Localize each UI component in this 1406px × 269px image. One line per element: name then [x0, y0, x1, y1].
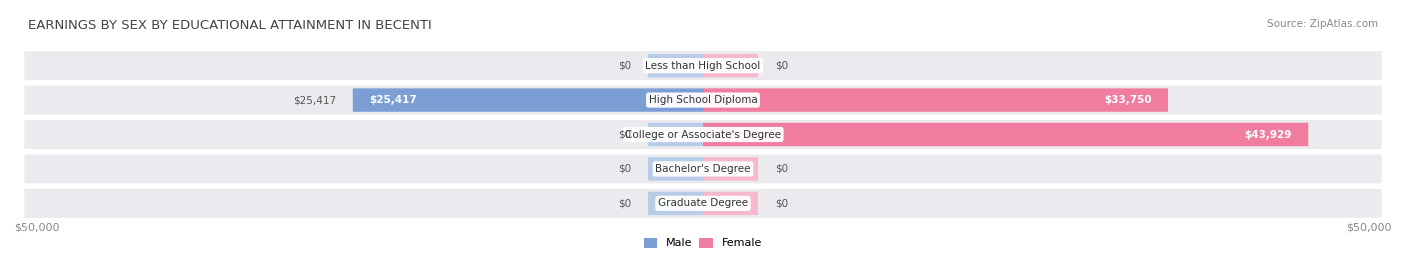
- Text: $50,000: $50,000: [1347, 222, 1392, 232]
- FancyBboxPatch shape: [24, 120, 1382, 149]
- FancyBboxPatch shape: [24, 86, 1382, 115]
- Text: $0: $0: [775, 61, 787, 71]
- FancyBboxPatch shape: [703, 157, 758, 181]
- Text: High School Diploma: High School Diploma: [648, 95, 758, 105]
- FancyBboxPatch shape: [24, 189, 1382, 218]
- FancyBboxPatch shape: [703, 88, 1168, 112]
- FancyBboxPatch shape: [648, 157, 703, 181]
- Text: College or Associate's Degree: College or Associate's Degree: [626, 129, 780, 140]
- Text: $0: $0: [775, 164, 787, 174]
- Legend: Male, Female: Male, Female: [640, 233, 766, 253]
- Text: Graduate Degree: Graduate Degree: [658, 198, 748, 208]
- FancyBboxPatch shape: [703, 54, 758, 77]
- Text: Bachelor's Degree: Bachelor's Degree: [655, 164, 751, 174]
- Text: Less than High School: Less than High School: [645, 61, 761, 71]
- FancyBboxPatch shape: [24, 51, 1382, 80]
- Text: $0: $0: [619, 198, 631, 208]
- Text: $43,929: $43,929: [1244, 129, 1292, 140]
- Text: $0: $0: [619, 129, 631, 140]
- Text: $25,417: $25,417: [292, 95, 336, 105]
- FancyBboxPatch shape: [703, 123, 1309, 146]
- Text: Source: ZipAtlas.com: Source: ZipAtlas.com: [1267, 19, 1378, 29]
- Text: $50,000: $50,000: [14, 222, 59, 232]
- FancyBboxPatch shape: [648, 54, 703, 77]
- FancyBboxPatch shape: [703, 192, 758, 215]
- FancyBboxPatch shape: [648, 123, 703, 146]
- FancyBboxPatch shape: [353, 88, 703, 112]
- FancyBboxPatch shape: [648, 192, 703, 215]
- Text: $0: $0: [775, 198, 787, 208]
- Text: $25,417: $25,417: [370, 95, 418, 105]
- Text: $33,750: $33,750: [1104, 95, 1152, 105]
- Text: $0: $0: [619, 164, 631, 174]
- Text: EARNINGS BY SEX BY EDUCATIONAL ATTAINMENT IN BECENTI: EARNINGS BY SEX BY EDUCATIONAL ATTAINMEN…: [28, 19, 432, 32]
- Text: $0: $0: [619, 61, 631, 71]
- FancyBboxPatch shape: [24, 154, 1382, 183]
